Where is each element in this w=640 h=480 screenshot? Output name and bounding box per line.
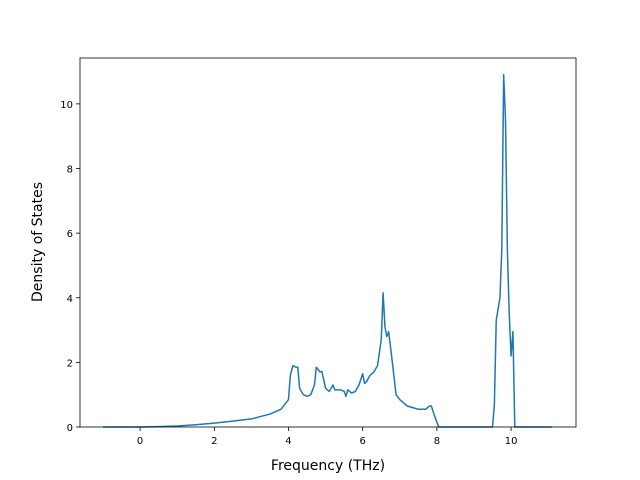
x-tick-label: 8 [434, 436, 440, 447]
x-tick-label: 4 [285, 436, 291, 447]
dos-line [103, 74, 552, 428]
x-tick-label: 0 [137, 436, 143, 447]
y-tick-label: 4 [67, 294, 73, 305]
x-tick-label: 2 [211, 436, 217, 447]
plot-frame [79, 57, 577, 428]
y-tick-label: 6 [67, 229, 73, 240]
y-tick-label: 0 [67, 423, 73, 434]
x-axis-title: Frequency (THz) [271, 458, 385, 474]
y-tick-label: 10 [60, 100, 73, 111]
y-tick-label: 8 [67, 165, 73, 176]
y-tick-label: 2 [67, 358, 73, 369]
y-axis-title: Density of States [30, 182, 46, 302]
x-tick-label: 10 [505, 436, 518, 447]
x-tick-label: 6 [359, 436, 365, 447]
